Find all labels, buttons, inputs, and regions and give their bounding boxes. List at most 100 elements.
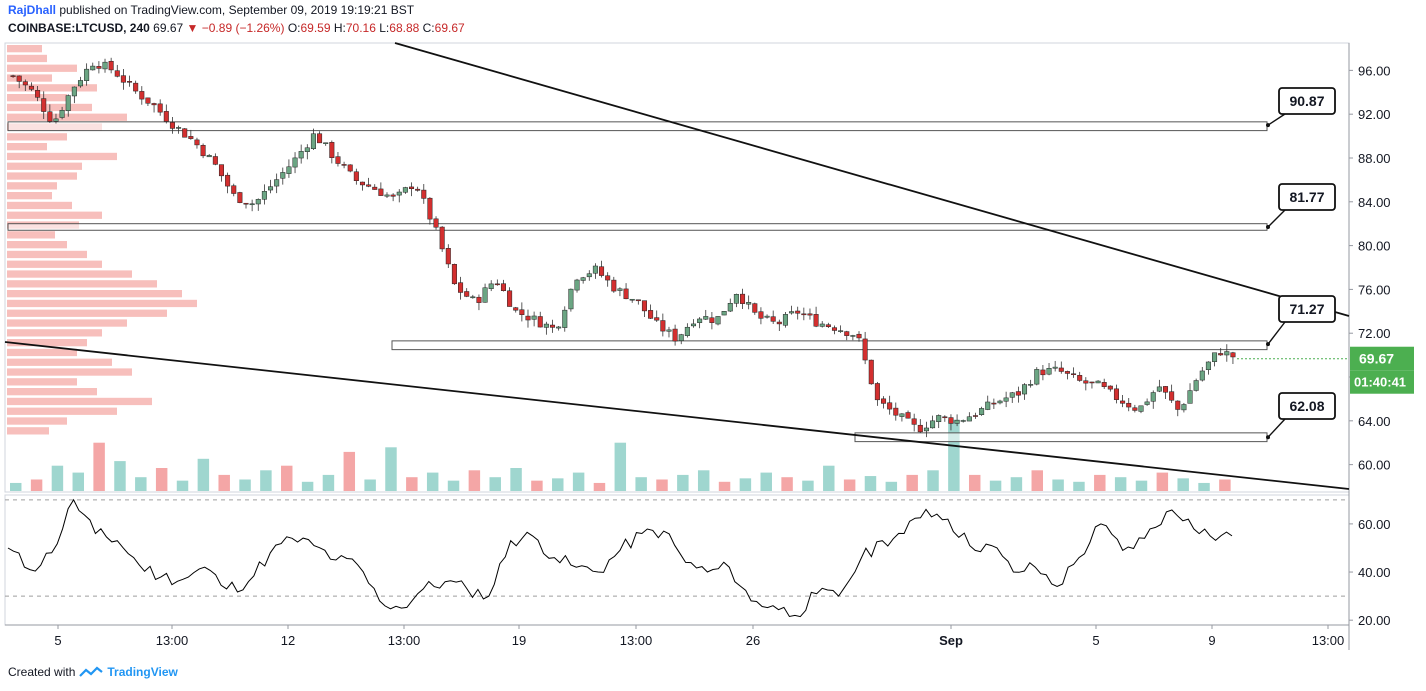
volume-profile-bar: [7, 407, 117, 415]
candle-down: [641, 300, 647, 312]
candle-down: [182, 128, 188, 138]
volume-profile-bar: [7, 270, 132, 278]
candle-up: [850, 335, 856, 337]
candle-up: [568, 288, 574, 310]
candle-up: [1052, 366, 1058, 369]
candle-down: [868, 359, 874, 385]
tradingview-brand[interactable]: TradingView: [107, 665, 178, 679]
candle-up: [298, 151, 304, 159]
volume-bar: [30, 479, 43, 491]
candle-up: [470, 296, 476, 299]
volume-bar: [155, 468, 168, 491]
candle-down: [519, 309, 525, 315]
volume-profile-bar: [7, 84, 97, 92]
volume-bar: [635, 477, 647, 491]
price-tick-label: 72.00: [1358, 326, 1391, 341]
candle-down: [972, 415, 978, 417]
callout-anchor: [1266, 224, 1270, 229]
candle-down: [200, 145, 206, 157]
candle-down: [1107, 385, 1113, 390]
candle-down: [433, 218, 439, 228]
candle-up: [838, 330, 844, 332]
countdown-label: 01:40:41: [1354, 375, 1406, 390]
candle-down: [776, 321, 782, 325]
candle-up: [396, 191, 402, 196]
price-tick-label: 64.00: [1358, 414, 1391, 429]
candle-up: [960, 420, 966, 422]
volume-bar: [781, 477, 793, 491]
candle-down: [476, 296, 482, 303]
candle-down: [231, 185, 237, 194]
time-tick-label: 13:00: [388, 633, 421, 648]
candle-down: [169, 122, 175, 129]
candle-up: [255, 199, 261, 205]
candle-down: [795, 310, 801, 314]
candle-down: [353, 171, 359, 181]
time-tick-label: 13:00: [620, 633, 653, 648]
candle-down: [347, 164, 353, 172]
candle-down: [329, 142, 335, 158]
candle-up: [899, 413, 905, 417]
volume-bar: [885, 481, 898, 491]
candle-down: [862, 338, 868, 361]
volume-bar: [656, 479, 668, 491]
change-value: −0.89 (−1.26%): [201, 21, 285, 35]
candle-up: [782, 314, 788, 326]
volume-bar: [531, 480, 543, 491]
volume-profile-bar: [7, 280, 157, 288]
volume-profile-bar: [7, 64, 77, 72]
candle-up: [617, 288, 623, 291]
last-price-label: 69.67: [1359, 351, 1394, 367]
candle-down: [887, 402, 893, 410]
volume-profile-bar: [7, 250, 87, 259]
price-tick-label: 96.00: [1358, 63, 1391, 78]
candle-down: [881, 398, 887, 404]
rsi-pane-frame: [4, 494, 1350, 626]
upper-trendline: [394, 42, 1350, 317]
candle-up: [1095, 380, 1101, 384]
candle-down: [139, 91, 145, 100]
candle-down: [372, 186, 378, 190]
volume-bar: [93, 442, 105, 491]
candle-down: [1113, 388, 1119, 400]
publisher-line: RajDhall published on TradingView.com, S…: [8, 3, 414, 17]
candle-up: [102, 61, 108, 70]
callout-pointer: [1267, 418, 1286, 438]
candle-down: [599, 266, 605, 276]
candle-up: [1144, 401, 1150, 405]
volume-profile-bar: [7, 368, 132, 376]
zone-71-27: [391, 340, 1268, 351]
candle-up: [562, 309, 568, 328]
candle-up: [1181, 404, 1187, 411]
volume-bar: [114, 461, 126, 491]
volume-bar: [802, 480, 814, 491]
candle-up: [84, 68, 90, 81]
candle-down: [1077, 375, 1083, 381]
rsi-line: [7, 498, 1233, 618]
volume-profile-bar: [7, 201, 72, 210]
candle-up: [1046, 368, 1052, 375]
volume-bar: [552, 478, 564, 491]
candle-up: [71, 86, 77, 97]
candle-down: [359, 181, 365, 186]
candle-down: [1083, 380, 1089, 384]
candle-down: [120, 75, 126, 83]
candle-down: [127, 81, 133, 83]
callout-pointer: [1267, 321, 1286, 345]
callout-pointer: [1267, 209, 1286, 228]
author-name[interactable]: RajDhall: [8, 3, 57, 17]
volume-bar: [364, 479, 376, 491]
candle-down: [451, 264, 457, 285]
candle-down: [458, 282, 464, 293]
candle-up: [1224, 351, 1230, 356]
candle-down: [1071, 373, 1077, 375]
high-value: 70.16: [345, 21, 376, 35]
volume-profile-bar: [7, 54, 47, 63]
lower-trendline: [4, 341, 1350, 490]
volume-bar: [447, 480, 460, 491]
candle-up: [1034, 369, 1040, 385]
candle-up: [206, 155, 212, 158]
volume-bar: [989, 480, 1002, 491]
symbol-label: COINBASE:LTCUSD, 240: [8, 21, 150, 35]
price-chart[interactable]: 90.87 81.77 71.27 62.08 96.00 92.00 88.00 84.00…: [0, 0, 1426, 660]
